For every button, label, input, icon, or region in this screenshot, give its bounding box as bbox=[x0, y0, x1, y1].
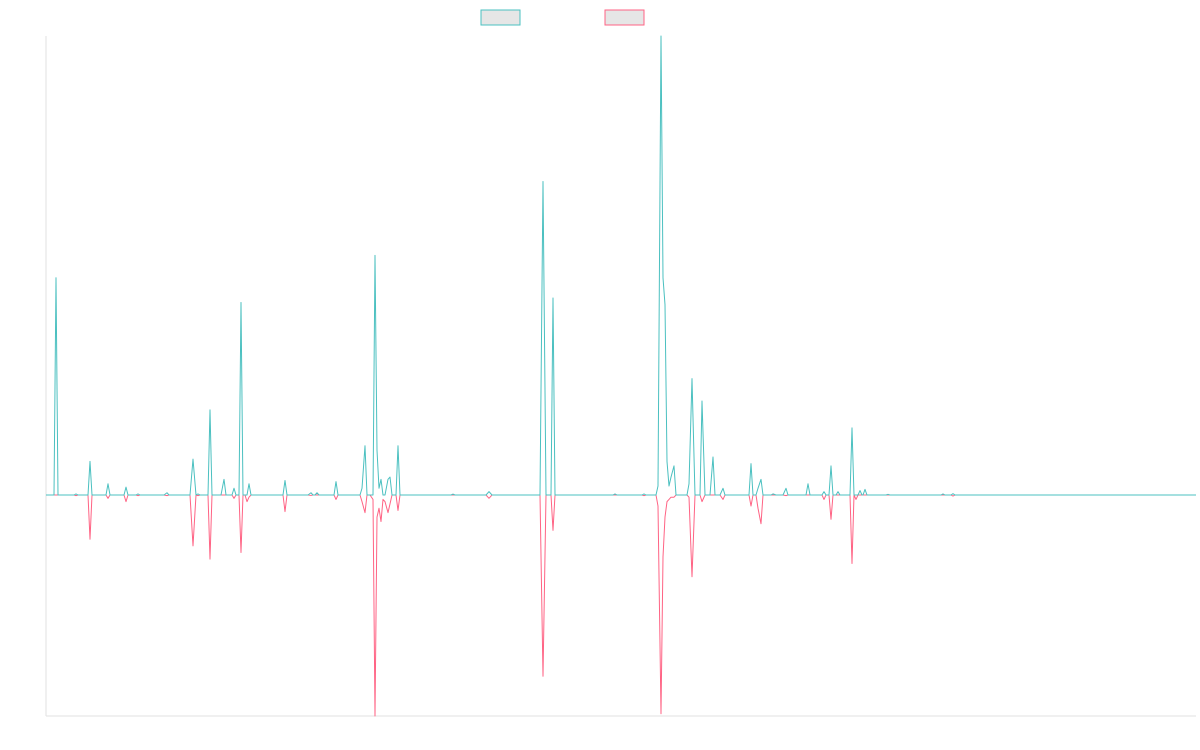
legend[interactable] bbox=[480, 9, 645, 26]
legend-swatch-series-2[interactable] bbox=[604, 9, 645, 26]
series-1-line bbox=[46, 35, 1196, 496]
series-2-line bbox=[46, 494, 1196, 717]
plot-area bbox=[46, 35, 1196, 717]
legend-swatch-series-1[interactable] bbox=[480, 9, 521, 26]
